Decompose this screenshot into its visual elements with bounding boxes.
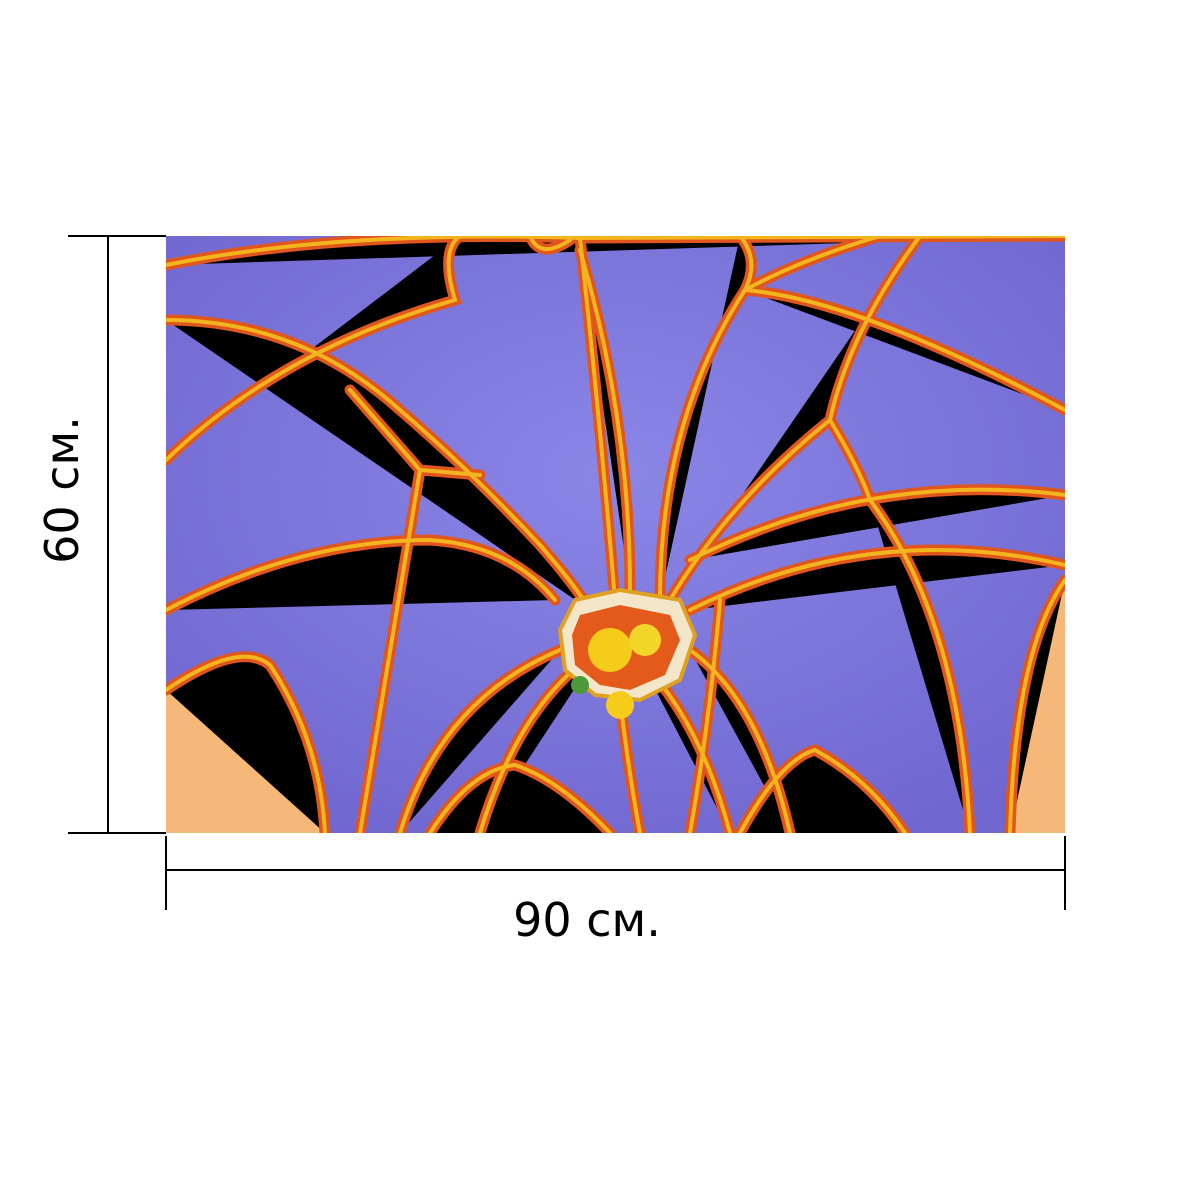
width-label: 90 см. <box>513 893 661 947</box>
vault-photo <box>166 236 1065 833</box>
height-label: 60 см. <box>35 416 89 564</box>
width-dimension: 90 см. <box>165 836 1066 947</box>
height-dimension: 60 см. <box>35 235 166 834</box>
